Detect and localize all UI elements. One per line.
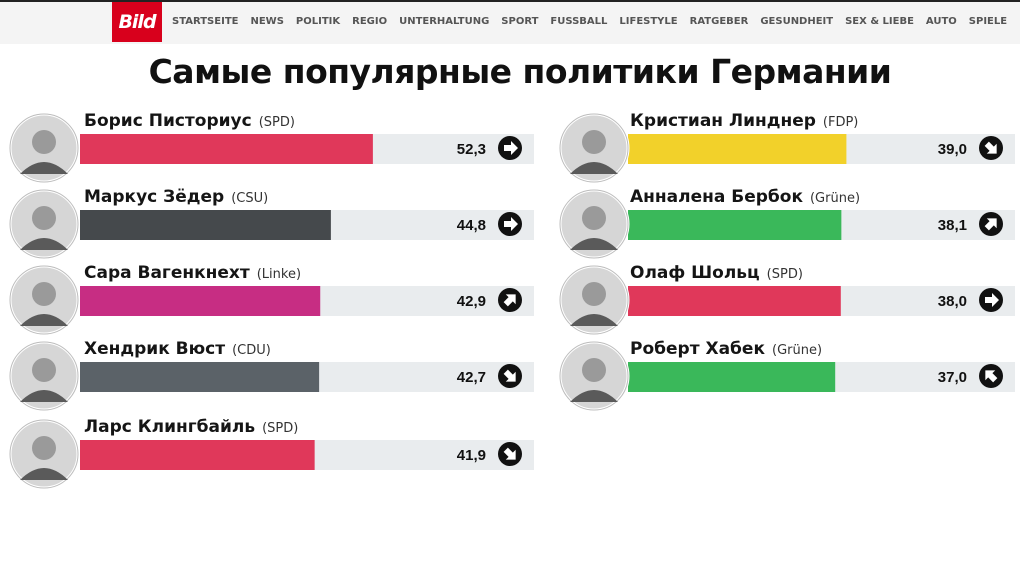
trend-arrow-icon bbox=[979, 212, 1003, 236]
politician-name: Сара Вагенкнехт bbox=[84, 263, 250, 283]
politician-photo bbox=[558, 188, 630, 260]
politician-photo bbox=[558, 112, 630, 184]
trend-arrow-icon bbox=[498, 364, 522, 388]
politician-photo bbox=[8, 418, 80, 490]
party-label: (SPD) bbox=[262, 421, 298, 436]
bar bbox=[628, 286, 841, 316]
politician-photo bbox=[558, 340, 630, 412]
value-label: 37,0 bbox=[938, 369, 967, 386]
value-label: 38,1 bbox=[938, 217, 967, 234]
bild-logo[interactable]: Bild bbox=[112, 2, 162, 42]
value-label: 42,7 bbox=[457, 369, 486, 386]
chart-row: Олаф Шольц (SPD) 38,0 bbox=[558, 263, 1015, 336]
nav-link-sex-liebe[interactable]: SEX & LIEBE bbox=[845, 16, 914, 27]
nav-link-spiele[interactable]: SPIELE bbox=[968, 16, 1008, 27]
trend-arrow-icon bbox=[498, 442, 522, 466]
nav-link-sport[interactable]: SPORT bbox=[501, 16, 539, 27]
chart-row: Хендрик Вюст (CDU) 42,7 bbox=[8, 339, 534, 412]
party-label: (SPD) bbox=[767, 267, 803, 282]
politician-name: Олаф Шольц bbox=[630, 263, 760, 283]
party-label: (FDP) bbox=[823, 115, 858, 130]
nav-link-lifestyle[interactable]: LIFESTYLE bbox=[619, 16, 678, 27]
politician-name: Хендрик Вюст bbox=[84, 339, 225, 359]
value-label: 52,3 bbox=[457, 141, 486, 158]
nav-link-news[interactable]: NEWS bbox=[250, 16, 284, 27]
party-label: (CSU) bbox=[231, 191, 268, 206]
chart-row: Маркус Зёдер (CSU) 44,8 bbox=[8, 187, 534, 260]
top-border bbox=[0, 0, 1020, 2]
bar bbox=[80, 210, 331, 240]
chart-row: Кристиан Линднер (FDP) 39,0 bbox=[558, 111, 1015, 184]
party-label: (Grüne) bbox=[772, 343, 822, 358]
chart-row: Сара Вагенкнехт (Linke) 42,9 bbox=[8, 263, 534, 336]
politician-photo bbox=[8, 112, 80, 184]
politician-name: Кристиан Линднер bbox=[630, 111, 816, 131]
politician-name: Борис Писториус bbox=[84, 111, 252, 131]
nav-link-fussball[interactable]: FUSSBALL bbox=[550, 16, 608, 27]
chart-row: Роберт Хабек (Grüne) 37,0 bbox=[558, 339, 1015, 412]
chart-row: Ларс Клингбайль (SPD) 41,9 bbox=[8, 417, 534, 490]
bar bbox=[80, 362, 320, 392]
chart-row: Борис Писториус (SPD) 52,3 bbox=[8, 111, 534, 184]
site-header: Bild STARTSEITE NEWS POLITIK REGIO UNTERHALT… bbox=[0, 2, 1020, 44]
trend-arrow-icon bbox=[979, 136, 1003, 160]
trend-arrow-icon bbox=[498, 212, 522, 236]
party-label: (Grüne) bbox=[810, 191, 860, 206]
politician-name: Ларс Клингбайль bbox=[84, 417, 255, 437]
value-label: 41,9 bbox=[457, 447, 486, 464]
bar bbox=[628, 362, 836, 392]
nav-link-ratgeber[interactable]: RATGEBER bbox=[689, 16, 749, 27]
page-title: Самые популярные политики Германии bbox=[148, 52, 892, 91]
bar bbox=[80, 440, 315, 470]
politician-photo bbox=[558, 264, 630, 336]
politician-name: Маркус Зёдер bbox=[84, 187, 224, 207]
politician-photo bbox=[8, 264, 80, 336]
bar bbox=[80, 134, 373, 164]
bar bbox=[80, 286, 321, 316]
politician-name: Анналена Бербок bbox=[630, 187, 803, 207]
politician-photo bbox=[8, 340, 80, 412]
nav-link-startseite[interactable]: STARTSEITE bbox=[172, 16, 239, 27]
trend-arrow-icon bbox=[498, 136, 522, 160]
nav-link-gesundheit[interactable]: GESUNDHEIT bbox=[760, 16, 834, 27]
party-label: (CDU) bbox=[232, 343, 271, 358]
value-label: 38,0 bbox=[938, 293, 967, 310]
politician-photo bbox=[8, 188, 80, 260]
trend-arrow-icon bbox=[979, 364, 1003, 388]
trend-arrow-icon bbox=[498, 288, 522, 312]
nav-link-politik[interactable]: POLITIK bbox=[295, 16, 341, 27]
party-label: (SPD) bbox=[259, 115, 295, 130]
nav-link-regio[interactable]: REGIO bbox=[352, 16, 388, 27]
bar bbox=[628, 210, 842, 240]
value-label: 44,8 bbox=[457, 217, 486, 234]
politician-name: Роберт Хабек bbox=[630, 339, 765, 359]
bar bbox=[628, 134, 847, 164]
value-label: 42,9 bbox=[457, 293, 486, 310]
chart-row: Анналена Бербок (Grüne) 38,1 bbox=[558, 187, 1015, 260]
nav-link-unterhaltung[interactable]: UNTERHALTUNG bbox=[399, 16, 490, 27]
party-label: (Linke) bbox=[257, 267, 301, 282]
nav-link-auto[interactable]: AUTO bbox=[925, 16, 957, 27]
trend-arrow-icon bbox=[979, 288, 1003, 312]
value-label: 39,0 bbox=[938, 141, 967, 158]
